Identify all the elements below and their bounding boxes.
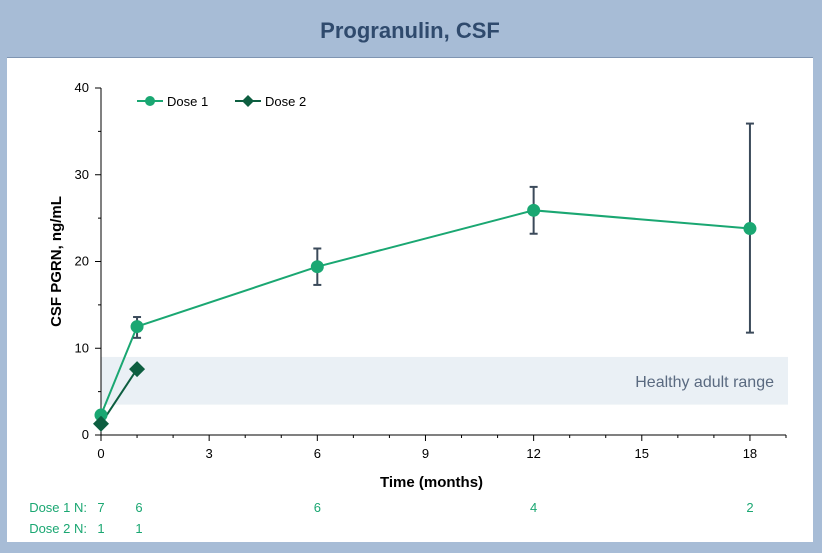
x-tick-label: 9 — [422, 446, 429, 461]
n-count: 1 — [97, 521, 104, 536]
n-count: 1 — [135, 521, 142, 536]
y-tick-label: 10 — [75, 340, 89, 355]
healthy-range-band — [101, 356, 788, 405]
chart-panel: Healthy adult range 0 10 20 30 40 0 3 6 9 12 15 18 Ti… — [7, 58, 813, 542]
x-tick-label: 18 — [743, 446, 757, 461]
legend-label: Dose 1 — [167, 94, 208, 109]
x-tick-label: 12 — [526, 446, 540, 461]
data-point-circle — [94, 408, 108, 422]
legend-marker-circle — [145, 96, 155, 106]
n-row-label: Dose 2 N: — [29, 521, 87, 536]
n-count: 6 — [314, 500, 321, 515]
healthy-range-label: Healthy adult range — [635, 374, 774, 391]
x-tick-label: 0 — [97, 446, 104, 461]
y-tick-label: 30 — [75, 167, 89, 182]
x-axis-title: Time (months) — [380, 474, 483, 491]
n-row-label: Dose 1 N: — [29, 500, 87, 515]
n-count: 2 — [746, 500, 753, 515]
y-tick-label: 0 — [82, 427, 89, 442]
data-point-diamond — [129, 361, 146, 378]
data-point-circle — [130, 320, 144, 334]
title-bar: Progranulin, CSF — [7, 5, 813, 58]
x-tick-label: 15 — [635, 446, 649, 461]
data-point-circle — [527, 203, 541, 217]
legend-label: Dose 2 — [265, 94, 306, 109]
y-tick-label: 40 — [75, 80, 89, 95]
data-point-diamond — [93, 415, 109, 432]
data-point-circle — [310, 260, 324, 274]
chart-title: Progranulin, CSF — [320, 18, 500, 43]
legend-marker-diamond — [242, 95, 254, 107]
n-count: 7 — [97, 500, 104, 515]
n-count: 4 — [530, 500, 537, 515]
y-tick-label: 20 — [75, 254, 89, 269]
data-point-circle — [743, 222, 757, 236]
x-tick-label: 6 — [314, 446, 321, 461]
n-count: 6 — [135, 500, 142, 515]
x-tick-label: 3 — [206, 446, 213, 461]
y-axis-title: CSF PGRN, ng/mL — [48, 196, 65, 327]
